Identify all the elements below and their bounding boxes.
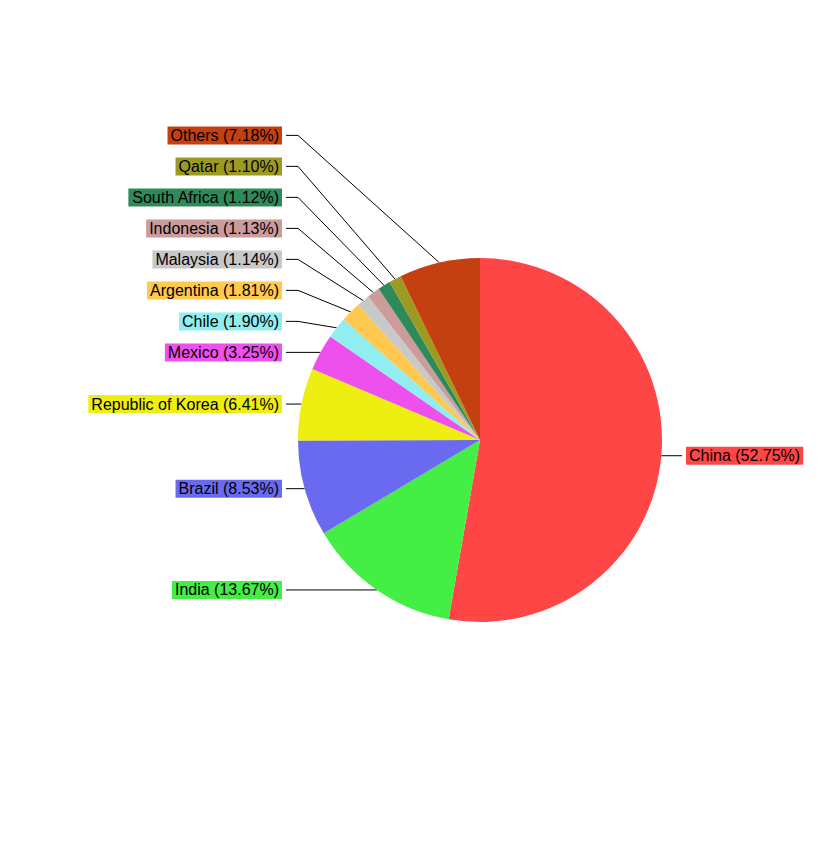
svg-text:South Africa (1.12%): South Africa (1.12%): [132, 189, 279, 206]
svg-text:Indonesia (1.13%): Indonesia (1.13%): [149, 220, 279, 237]
svg-text:China (52.75%): China (52.75%): [689, 447, 800, 464]
svg-text:Qatar (1.10%): Qatar (1.10%): [179, 158, 279, 175]
svg-text:Mexico (3.25%): Mexico (3.25%): [168, 344, 279, 361]
svg-text:Republic of Korea (6.41%): Republic of Korea (6.41%): [91, 396, 279, 413]
svg-text:Chile (1.90%): Chile (1.90%): [182, 313, 279, 330]
svg-text:Others (7.18%): Others (7.18%): [171, 127, 279, 144]
svg-text:India (13.67%): India (13.67%): [175, 581, 279, 598]
svg-text:Argentina (1.81%): Argentina (1.81%): [150, 282, 279, 299]
svg-text:Malaysia (1.14%): Malaysia (1.14%): [155, 251, 279, 268]
svg-text:Brazil (8.53%): Brazil (8.53%): [179, 480, 279, 497]
